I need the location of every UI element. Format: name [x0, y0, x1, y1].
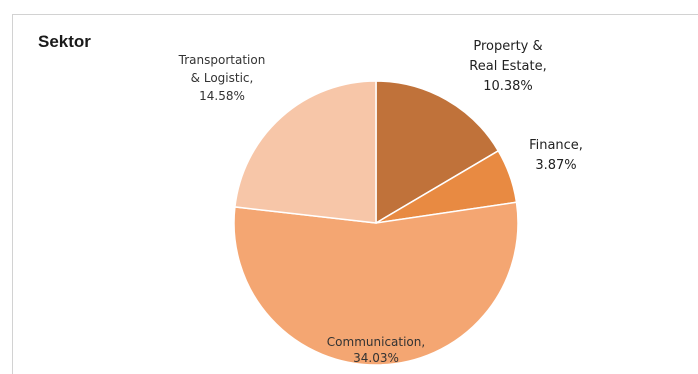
- slice-label-line: 3.87%: [535, 158, 576, 173]
- slice-label-line: Transportation: [178, 53, 266, 67]
- chart-title: Sektor: [38, 32, 91, 51]
- pie-slice-transportation-logistic: [234, 80, 377, 224]
- slice-label-line: 34.03%: [353, 351, 399, 365]
- chart-frame: [12, 14, 698, 374]
- slice-label-property-real-estate: Property & Real Estate, 10.38%: [469, 39, 546, 94]
- slice-label-transportation-logistic: Transportation & Logistic, 14.58%: [178, 53, 266, 103]
- slice-label-line: Property &: [473, 39, 542, 54]
- pie-slice-communication: [233, 201, 519, 366]
- slice-label-line: 14.58%: [199, 89, 245, 103]
- slice-label-line: Finance,: [529, 138, 583, 153]
- pie-slice-property-real-estate: [375, 80, 500, 225]
- slice-label-line: 10.38%: [483, 79, 533, 94]
- slice-label-communication: Communication, 34.03%: [327, 335, 425, 365]
- slice-label-line: & Logistic,: [191, 71, 254, 85]
- slice-label-line: Communication,: [327, 335, 425, 349]
- slice-label-line: Real Estate,: [469, 59, 546, 74]
- slice-label-finance: Finance, 3.87%: [529, 138, 583, 173]
